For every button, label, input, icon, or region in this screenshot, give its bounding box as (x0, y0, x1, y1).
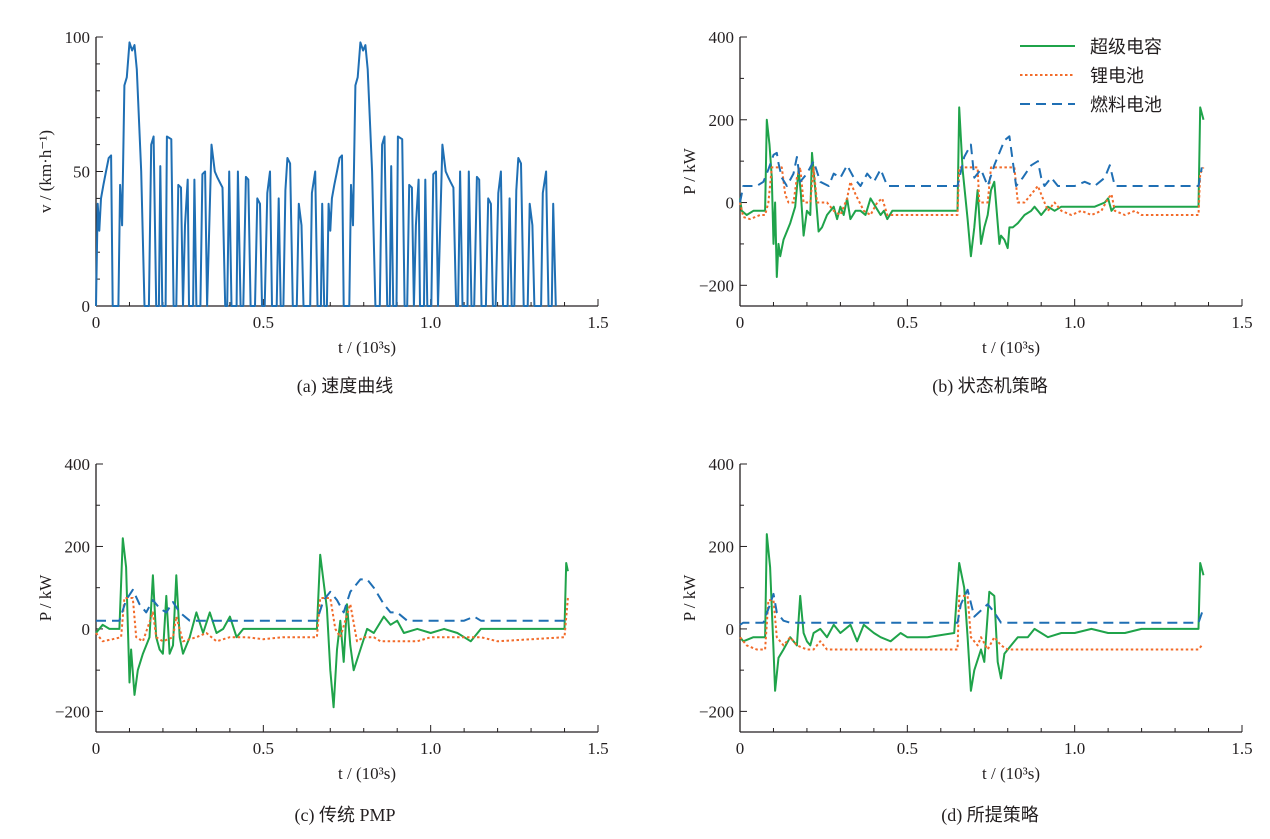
y-axis-label: P / kW (680, 574, 699, 622)
series-line-dotted (739, 166, 1205, 221)
x-tick-label: 0.5 (253, 313, 274, 332)
panel-caption: (a) 速度曲线 (297, 376, 393, 397)
x-tick-label: 1.5 (587, 313, 608, 332)
y-tick-label: −200 (699, 702, 734, 721)
y-tick-label: 100 (65, 28, 91, 47)
plot-area (739, 106, 1205, 278)
panel-a: 0 0.5 1.0 1.5 0 50 100 t / (10³s) v / (km·h⁻¹) (a… (36, 28, 609, 397)
y-tick-label: 0 (82, 620, 91, 639)
series-line-solid (95, 41, 557, 307)
x-axis-label: t / (10³s) (338, 764, 396, 783)
x-tick-label: 0 (92, 739, 101, 758)
y-tick-label: 0 (726, 620, 735, 639)
y-tick-label: −200 (699, 276, 734, 295)
x-tick-label: 0 (736, 739, 745, 758)
x-tick-label: 1.0 (1064, 739, 1085, 758)
y-tick-label: 0 (726, 194, 735, 213)
x-tick-label: 1.0 (420, 739, 441, 758)
y-tick-label: 400 (65, 455, 91, 474)
y-axis-label: P / kW (36, 574, 55, 622)
legend-label: 超级电容 (1090, 37, 1162, 58)
x-tick-label: 1.5 (587, 739, 608, 758)
y-tick-label: 0 (82, 297, 91, 316)
x-tick-label: 1.5 (1231, 739, 1252, 758)
x-tick-label: 0.5 (897, 739, 918, 758)
x-tick-label: 0 (736, 313, 745, 332)
series-line-dashed (96, 578, 565, 622)
x-tick-label: 1.5 (1231, 313, 1252, 332)
series-line-dashed (739, 135, 1203, 203)
y-tick-label: 200 (65, 537, 91, 556)
series-line-solid (95, 537, 569, 709)
x-axis-label: t / (10³s) (982, 338, 1040, 357)
x-tick-label: 0 (92, 313, 101, 332)
panel-caption: (c) 传统 PMP (294, 805, 395, 826)
y-tick-label: 200 (709, 537, 735, 556)
plot-area (95, 41, 557, 307)
series-line-solid (739, 533, 1205, 692)
y-axis-label: P / kW (680, 147, 699, 195)
y-tick-label: −200 (55, 702, 90, 721)
x-tick-label: 1.0 (420, 313, 441, 332)
plot-area (739, 533, 1205, 692)
legend-label: 燃料电池 (1090, 95, 1162, 116)
legend-label: 锂电池 (1090, 66, 1144, 87)
y-axis-label: v / (km·h⁻¹) (36, 130, 55, 213)
x-tick-label: 0.5 (253, 739, 274, 758)
series-line-solid (739, 106, 1205, 278)
panel-caption: (d) 所提策略 (941, 805, 1039, 826)
y-tick-label: 400 (709, 455, 735, 474)
panel-caption: (b) 状态机策略 (932, 376, 1048, 397)
series-line-dotted (739, 594, 1203, 651)
x-tick-label: 1.0 (1064, 313, 1085, 332)
plot-area (95, 537, 569, 709)
series-line-dashed (739, 588, 1205, 626)
y-tick-label: 50 (73, 163, 90, 182)
x-axis-label: t / (10³s) (338, 338, 396, 357)
y-tick-label: 200 (709, 111, 735, 130)
x-axis-label: t / (10³s) (982, 764, 1040, 783)
series-line-dotted (95, 597, 569, 643)
x-tick-label: 0.5 (897, 313, 918, 332)
y-tick-label: 400 (709, 28, 735, 47)
